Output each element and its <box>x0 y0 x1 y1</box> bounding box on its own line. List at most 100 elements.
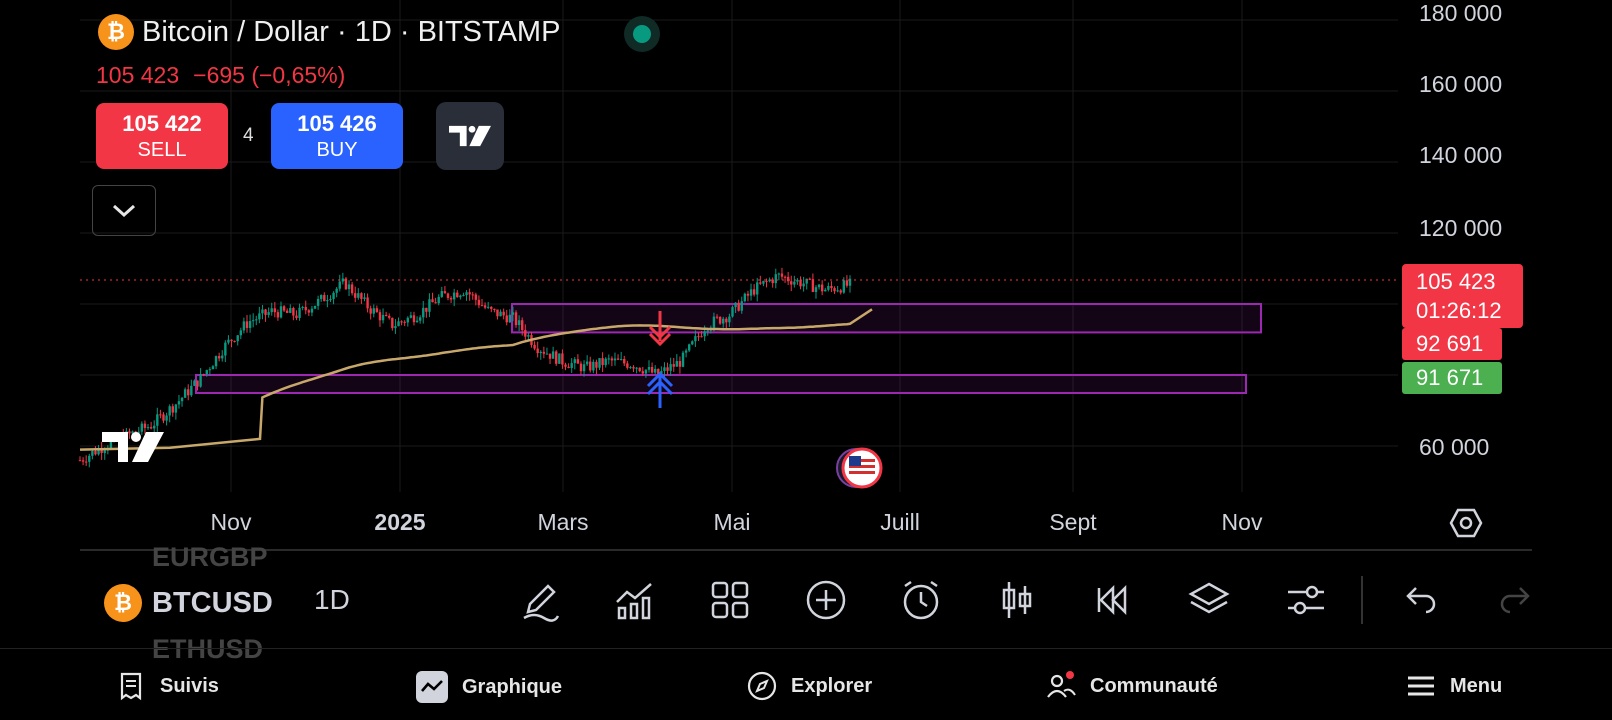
candle-body <box>613 358 617 361</box>
add-icon <box>806 580 846 620</box>
x-axis-label: 2025 <box>374 509 426 535</box>
candle-body <box>623 358 626 364</box>
candle-body <box>400 321 403 323</box>
chart-type-button[interactable] <box>993 576 1041 624</box>
candle-body <box>174 404 178 413</box>
candle-body <box>251 320 255 322</box>
support-zones <box>195 303 1262 394</box>
candle-body <box>177 401 181 405</box>
market-status-icon[interactable] <box>624 16 660 52</box>
interval-selector[interactable]: 1D <box>314 584 350 615</box>
candle-body <box>573 359 576 364</box>
candle-body <box>462 295 465 297</box>
candle-body <box>357 293 360 298</box>
support-zone <box>195 374 1247 394</box>
community-icon <box>1047 671 1076 698</box>
candle-body <box>171 406 174 413</box>
settings-sliders-button[interactable] <box>1282 576 1330 624</box>
candle-body <box>663 367 666 372</box>
replay-button[interactable] <box>1089 576 1137 624</box>
nav-watchlist[interactable]: Suivis <box>116 671 219 701</box>
alert-button[interactable] <box>897 576 945 624</box>
draw-button[interactable] <box>516 576 564 624</box>
candle-body <box>799 279 802 287</box>
replay-icon <box>1097 584 1127 616</box>
indicators-icon <box>616 583 652 620</box>
grid-icon <box>711 581 749 619</box>
collapse-toggle-button[interactable] <box>92 185 156 236</box>
candle-body <box>783 276 787 278</box>
candle-body <box>765 280 768 282</box>
sell-signal-arrow <box>648 311 672 347</box>
candle-body <box>499 311 502 317</box>
candle-body <box>208 369 212 371</box>
candle-body <box>774 274 777 284</box>
y-axis-label: 160 000 <box>1419 71 1503 97</box>
y-axis-label: 180 000 <box>1419 0 1503 26</box>
current-price-value: 105 423 <box>1416 269 1496 294</box>
candle-body <box>539 351 542 354</box>
price-change: −695 (−0,65%) <box>193 62 346 88</box>
buy-button[interactable]: 105 426 BUY <box>271 103 403 169</box>
nav-community[interactable]: Communauté <box>1046 671 1218 701</box>
candle-body <box>128 431 131 434</box>
candle-body <box>619 358 623 360</box>
pencil-icon <box>523 584 560 622</box>
support-zone <box>511 303 1262 334</box>
candle-body <box>706 330 709 332</box>
candle-body <box>443 291 447 294</box>
candle-body <box>437 296 440 304</box>
sell-button[interactable]: 105 422 SELL <box>96 103 228 169</box>
layers-button[interactable] <box>1185 576 1233 624</box>
nav-watchlist-label: Suivis <box>160 674 219 697</box>
candle-body <box>341 278 345 282</box>
undo-button[interactable] <box>1396 576 1444 624</box>
price-chart[interactable] <box>0 0 1612 550</box>
candle-body <box>536 348 539 354</box>
candle-body <box>276 312 280 318</box>
candle-body <box>205 370 208 375</box>
candle-body <box>681 352 685 367</box>
candle-body <box>576 359 580 364</box>
chart-settings-icon[interactable] <box>1449 508 1483 538</box>
candle-body <box>743 293 747 302</box>
indicators-button[interactable] <box>611 576 659 624</box>
candle-body <box>78 460 82 462</box>
nav-menu[interactable]: Menu <box>1406 671 1502 701</box>
candle-body <box>517 320 521 325</box>
candle-body <box>97 448 100 455</box>
candle-body <box>722 318 725 324</box>
add-button[interactable] <box>802 576 850 624</box>
tradingview-logo-icon <box>449 125 491 147</box>
candle-body <box>384 314 388 316</box>
candles-icon <box>1002 582 1032 618</box>
candle-body <box>740 301 743 311</box>
candle-body <box>811 279 815 292</box>
tradingview-logo-button[interactable] <box>436 102 504 170</box>
candle-body <box>153 425 156 429</box>
nav-chart[interactable]: Graphique <box>416 671 562 703</box>
redo-button[interactable] <box>1492 576 1540 624</box>
candle-body <box>360 293 363 299</box>
candle-body <box>545 353 549 355</box>
candle-body <box>233 340 236 342</box>
symbol-selector[interactable]: ₿ BTCUSD <box>104 584 273 622</box>
candle-body <box>839 290 842 293</box>
candle-body <box>777 273 781 275</box>
chart-title[interactable]: ₿ Bitcoin / Dollar · 1D · BITSTAMP <box>98 14 560 50</box>
buy-signal-arrow <box>646 371 674 408</box>
candle-body <box>159 414 162 416</box>
nav-explore[interactable]: Explorer <box>747 671 872 701</box>
candle-body <box>842 280 846 293</box>
candle-body <box>354 293 357 298</box>
candle-body <box>190 385 193 396</box>
candle-body <box>796 279 799 282</box>
candle-body <box>146 427 150 429</box>
candle-body <box>165 415 168 421</box>
candle-body <box>412 315 416 323</box>
candle-body <box>217 356 221 359</box>
candle-body <box>598 358 601 368</box>
templates-button[interactable] <box>706 576 754 624</box>
symbol-title: Bitcoin / Dollar · 1D · BITSTAMP <box>142 15 561 48</box>
candle-body <box>700 336 703 338</box>
